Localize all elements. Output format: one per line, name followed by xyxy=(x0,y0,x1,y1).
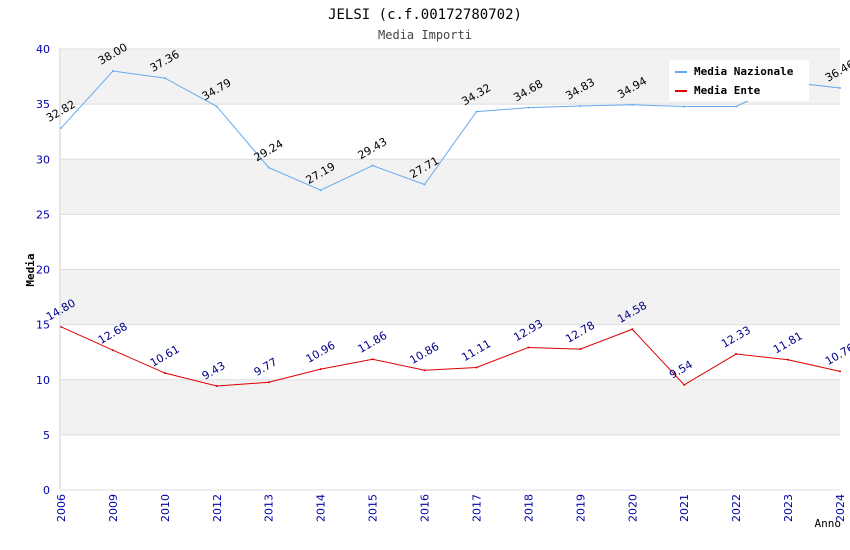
plot-band xyxy=(61,214,840,270)
y-tick-label: 40 xyxy=(36,43,50,56)
data-point xyxy=(371,358,374,361)
data-point xyxy=(371,164,374,167)
x-tick-label: 2009 xyxy=(107,494,120,522)
y-tick-label: 30 xyxy=(36,153,50,166)
data-point xyxy=(735,105,738,108)
data-point xyxy=(579,104,582,107)
data-point xyxy=(839,87,841,90)
x-tick-label: 2021 xyxy=(678,494,691,522)
data-point xyxy=(475,110,478,113)
y-tick-label: 0 xyxy=(43,484,50,497)
data-point xyxy=(111,70,114,73)
series-line xyxy=(60,326,841,387)
y-tick-label: 10 xyxy=(36,374,50,387)
data-point xyxy=(215,385,218,388)
x-axis-ticks: 2006 2009 2010 2012 2013 2014 2015 2016 2017 2018… xyxy=(55,494,847,522)
legend-label-nazionale: Media Nazionale xyxy=(694,65,794,78)
x-tick-label: 2024 xyxy=(834,494,847,522)
data-point xyxy=(683,383,686,386)
data-point xyxy=(267,381,270,384)
y-tick-label: 35 xyxy=(36,98,50,111)
x-axis-label: Anno xyxy=(815,517,842,530)
legend-box xyxy=(669,60,809,101)
data-point xyxy=(423,369,426,372)
data-point xyxy=(319,189,322,192)
data-point xyxy=(111,349,114,352)
legend-label-ente: Media Ente xyxy=(694,84,761,97)
series-line xyxy=(60,70,841,191)
data-point xyxy=(631,328,634,331)
x-tick-label: 2006 xyxy=(55,494,68,522)
x-tick-label: 2010 xyxy=(159,494,172,522)
data-point xyxy=(527,106,530,109)
data-point xyxy=(579,348,582,351)
data-point xyxy=(215,105,218,108)
data-point xyxy=(475,366,478,369)
data-point xyxy=(423,183,426,186)
x-tick-label: 2012 xyxy=(211,494,224,522)
legend: Media Nazionale Media Ente xyxy=(669,60,809,101)
x-tick-label: 2015 xyxy=(367,494,380,522)
plot-band xyxy=(61,324,840,380)
chart-subtitle: Media Importi xyxy=(378,28,472,42)
x-tick-label: 2018 xyxy=(522,494,535,522)
plot-band xyxy=(61,269,840,325)
data-point xyxy=(683,105,686,108)
data-point xyxy=(319,368,322,371)
plot-background-bands xyxy=(61,49,840,490)
y-axis-label: Media xyxy=(24,253,37,286)
x-tick-label: 2017 xyxy=(470,494,483,522)
data-point xyxy=(839,370,841,373)
plot-band xyxy=(61,379,840,435)
y-tick-label: 15 xyxy=(36,319,50,332)
data-point xyxy=(787,358,790,361)
plot-band xyxy=(61,434,840,490)
x-tick-label: 2023 xyxy=(782,494,795,522)
y-tick-label: 5 xyxy=(43,429,50,442)
data-point xyxy=(163,77,166,80)
y-tick-label: 20 xyxy=(36,264,50,277)
chart-title: JELSI (c.f.00172780702) xyxy=(328,7,522,23)
y-axis-ticks: 0 5 10 15 20 25 30 35 40 xyxy=(36,43,50,497)
plot-band xyxy=(61,159,840,215)
x-tick-label: 2022 xyxy=(730,494,743,522)
x-tick-label: 2016 xyxy=(419,494,432,522)
data-point xyxy=(527,346,530,349)
x-tick-label: 2020 xyxy=(626,494,639,522)
data-point xyxy=(735,353,738,356)
data-point xyxy=(631,103,634,106)
y-tick-label: 25 xyxy=(36,208,50,221)
data-point xyxy=(267,166,270,169)
x-tick-label: 2013 xyxy=(263,494,276,522)
data-point xyxy=(163,372,166,375)
x-tick-label: 2019 xyxy=(574,494,587,522)
x-tick-label: 2014 xyxy=(315,494,328,522)
plot-band xyxy=(61,104,840,160)
